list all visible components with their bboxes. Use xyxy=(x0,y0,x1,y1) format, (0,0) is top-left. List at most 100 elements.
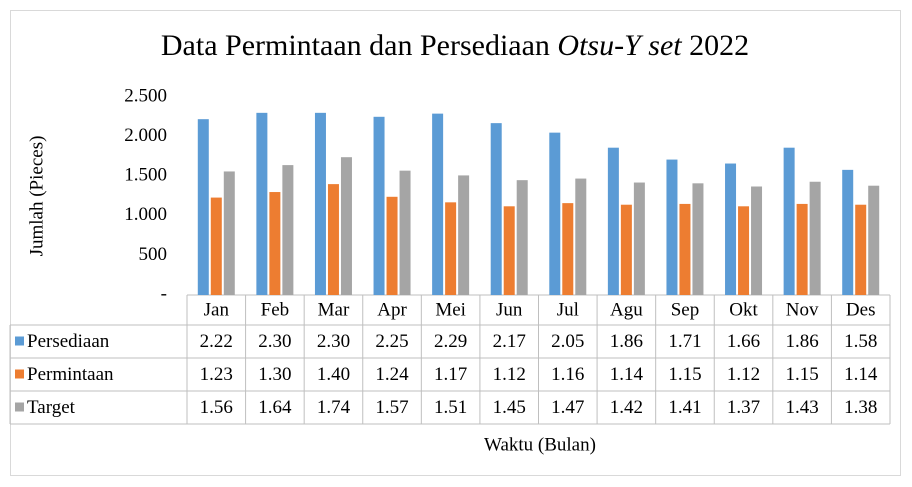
bar xyxy=(868,185,880,295)
table-value: 1.45 xyxy=(493,397,526,418)
bar xyxy=(210,197,222,295)
table-value: 1.12 xyxy=(727,364,760,385)
x-tick-label: Nov xyxy=(786,299,819,320)
legend-label: Persediaan xyxy=(27,331,110,352)
table-value: 1.86 xyxy=(786,331,819,352)
bar xyxy=(399,170,411,295)
x-tick-label: Jul xyxy=(557,299,579,320)
bar xyxy=(340,157,352,295)
table-value: 1.38 xyxy=(844,397,877,418)
chart-title: Data Permintaan dan Persediaan Otsu-Y se… xyxy=(161,29,749,62)
x-tick-label: Mar xyxy=(318,299,350,320)
bar xyxy=(809,181,821,295)
bar xyxy=(549,132,561,295)
bar xyxy=(516,180,528,295)
table-value: 2.30 xyxy=(258,331,291,352)
table-value: 2.25 xyxy=(375,331,408,352)
table-value: 2.17 xyxy=(493,331,526,352)
x-tick-label: Agu xyxy=(610,299,643,320)
x-tick-label: Des xyxy=(846,299,876,320)
x-tick-label: Jan xyxy=(204,299,230,320)
bar xyxy=(562,203,574,295)
y-tick-label: 1.000 xyxy=(124,204,167,225)
x-tick-label: Feb xyxy=(261,299,290,320)
bar xyxy=(575,178,587,295)
bar xyxy=(432,113,444,295)
legend-key xyxy=(15,369,24,379)
table-value: 1.30 xyxy=(258,364,291,385)
x-tick-label: Jun xyxy=(496,299,523,320)
y-axis-label: Jumlah (Pieces) xyxy=(26,136,47,257)
x-axis-label: Waktu (Bulan) xyxy=(484,434,596,455)
bar xyxy=(633,182,645,295)
x-tick-label: Apr xyxy=(377,299,407,320)
bar xyxy=(490,123,502,295)
table-value: 1.23 xyxy=(200,364,233,385)
x-tick-label: Sep xyxy=(671,299,700,320)
legend-label: Target xyxy=(27,397,76,418)
title-part: Data Permintaan dan Persediaan xyxy=(161,29,558,62)
bar xyxy=(458,175,470,295)
table-value: 1.14 xyxy=(610,364,644,385)
table-value: 1.17 xyxy=(434,364,467,385)
table-value: 2.30 xyxy=(317,331,350,352)
bar xyxy=(327,184,339,295)
bar xyxy=(223,171,235,295)
bar xyxy=(679,203,691,295)
table-value: 1.86 xyxy=(610,331,643,352)
y-tick-label: 1.500 xyxy=(124,165,167,186)
table-value: 1.37 xyxy=(727,397,760,418)
y-tick-label: 2.000 xyxy=(124,125,167,146)
bar xyxy=(197,119,209,296)
table-value: 1.40 xyxy=(317,364,350,385)
title-part: Otsu-Y set xyxy=(557,29,682,62)
table-value: 1.47 xyxy=(551,397,584,418)
bar xyxy=(386,196,398,295)
title-part: 2022 xyxy=(682,29,750,62)
y-tick-label: - xyxy=(161,283,167,304)
table-value: 1.64 xyxy=(258,397,292,418)
bar xyxy=(738,206,750,295)
table-value: 1.12 xyxy=(493,364,526,385)
bar xyxy=(503,206,515,295)
table-value: 1.43 xyxy=(786,397,819,418)
table-value: 1.16 xyxy=(551,364,584,385)
bar xyxy=(445,202,457,295)
table-value: 1.14 xyxy=(844,364,878,385)
legend-label: Permintaan xyxy=(27,364,114,385)
bar xyxy=(620,204,632,295)
table-value: 1.56 xyxy=(200,397,233,418)
table-value: 1.24 xyxy=(375,364,409,385)
bar xyxy=(666,159,678,295)
table-value: 2.05 xyxy=(551,331,584,352)
legend-key xyxy=(15,336,24,346)
table-value: 1.58 xyxy=(844,331,877,352)
bar xyxy=(373,116,385,295)
bar xyxy=(256,112,268,295)
y-tick-label: 2.500 xyxy=(124,85,167,106)
table-value: 1.41 xyxy=(668,397,701,418)
bar xyxy=(269,192,281,295)
bar xyxy=(855,204,867,295)
bar xyxy=(692,183,704,295)
legend-key xyxy=(15,402,24,412)
table-value: 1.51 xyxy=(434,397,467,418)
y-tick-label: 500 xyxy=(139,244,168,265)
table-value: 1.15 xyxy=(668,364,701,385)
table-value: 1.42 xyxy=(610,397,643,418)
bar xyxy=(751,186,763,295)
table-value: 1.57 xyxy=(375,397,408,418)
table-value: 1.74 xyxy=(317,397,351,418)
x-tick-label: Mei xyxy=(435,299,466,320)
table-value: 1.66 xyxy=(727,331,760,352)
bar xyxy=(607,147,619,295)
table-value: 2.22 xyxy=(200,331,233,352)
table-value: 1.71 xyxy=(668,331,701,352)
bar xyxy=(796,203,808,295)
bar xyxy=(783,147,795,295)
table-value: 2.29 xyxy=(434,331,467,352)
bar xyxy=(842,169,854,295)
table-value: 1.15 xyxy=(786,364,819,385)
bar xyxy=(314,112,326,295)
